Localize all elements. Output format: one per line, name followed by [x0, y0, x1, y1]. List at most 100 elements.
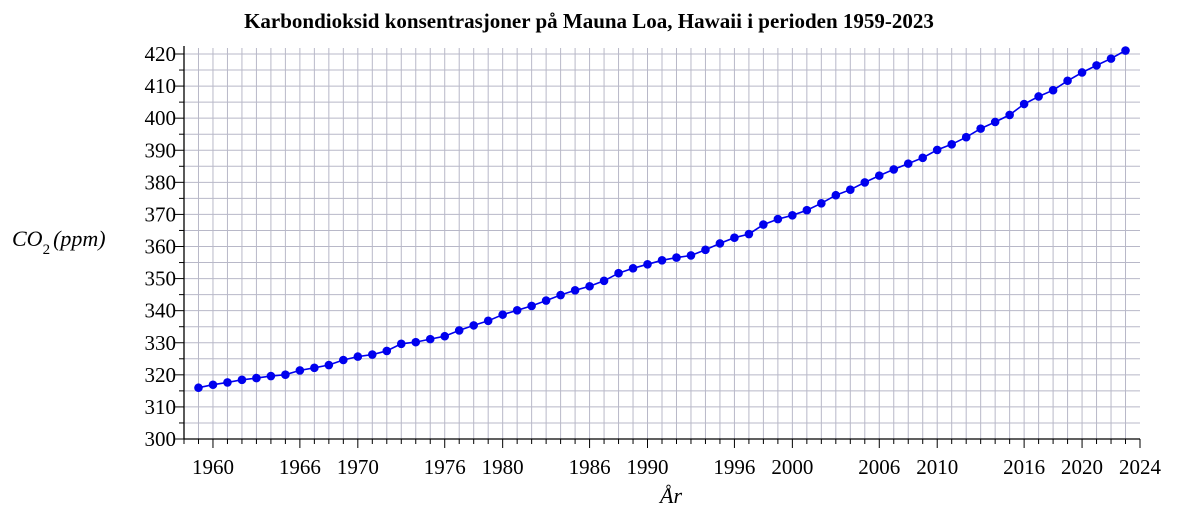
x-tick-label-1980: 1980	[482, 455, 524, 479]
data-point-1975	[425, 334, 435, 344]
x-tick-label-1990: 1990	[627, 455, 669, 479]
data-point-1993	[686, 251, 696, 260]
data-point-2009	[918, 153, 928, 163]
data-point-1978	[469, 321, 478, 330]
y-tick-label-340: 340	[145, 299, 177, 323]
x-tick-label-2010: 2010	[916, 455, 958, 479]
data-point-1970	[353, 352, 363, 361]
data-point-1969	[339, 355, 348, 365]
data-point-1984	[556, 290, 565, 300]
y-tick-label-400: 400	[145, 106, 177, 130]
data-point-1991	[657, 255, 667, 265]
x-tick-label-2024: 2024	[1119, 455, 1162, 479]
data-point-2013	[976, 124, 985, 133]
data-point-1964	[266, 371, 276, 381]
data-point-1979	[483, 316, 493, 326]
data-point-2019	[1063, 76, 1072, 86]
data-point-1963	[252, 373, 261, 383]
data-point-2010	[932, 145, 942, 155]
x-tick-label-2000: 2000	[771, 455, 813, 479]
data-point-2015	[1005, 110, 1014, 120]
data-point-1962	[237, 375, 247, 385]
data-point-1981	[512, 305, 522, 315]
data-point-1980	[498, 310, 507, 319]
data-point-2020	[1077, 68, 1087, 77]
data-point-1967	[310, 363, 319, 373]
x-tick-label-1976: 1976	[424, 455, 466, 479]
data-point-1974	[411, 337, 421, 347]
y-axis-label-main: CO	[12, 226, 43, 251]
data-point-1961	[223, 378, 232, 387]
y-axis-label-subscript: 2	[43, 242, 51, 258]
data-point-2001	[802, 205, 812, 215]
y-tick-label-320: 320	[145, 363, 177, 387]
axes	[175, 46, 1141, 448]
data-point-1986	[585, 281, 594, 291]
data-point-2016	[1019, 99, 1029, 109]
data-point-2011	[947, 140, 956, 149]
y-tick-label-330: 330	[145, 331, 177, 355]
x-tick-label-1960: 1960	[192, 455, 234, 479]
x-tick-labels: 1960 1966 1970 1976 1980 1986 1990 1996 2000 2006…	[192, 455, 1162, 479]
y-tick-label-390: 390	[145, 138, 177, 162]
data-point-2017	[1034, 92, 1043, 101]
data-point-2000	[788, 211, 797, 220]
data-point-1987	[599, 276, 609, 286]
data-point-1994	[701, 245, 710, 255]
y-tick-label-350: 350	[145, 267, 177, 291]
data-point-1998	[759, 220, 768, 229]
data-point-2018	[1048, 85, 1058, 95]
x-axis-label: År	[658, 483, 682, 508]
data-point-1972	[382, 346, 392, 356]
data-point-2021	[1092, 61, 1101, 70]
data-point-1989	[628, 264, 638, 273]
y-tick-label-380: 380	[145, 170, 177, 194]
data-point-1988	[614, 268, 623, 278]
data-point-1990	[643, 260, 652, 269]
y-axis-label: CO2 (ppm)	[12, 226, 106, 258]
data-point-2007	[889, 165, 899, 174]
x-tick-label-1996: 1996	[713, 455, 755, 479]
data-point-1960	[208, 380, 218, 390]
data-point-1976	[440, 331, 450, 341]
data-point-1977	[454, 326, 464, 335]
y-tick-label-410: 410	[145, 74, 177, 98]
data-point-1985	[570, 285, 580, 295]
data-point-1968	[324, 360, 334, 370]
y-tick-label-370: 370	[145, 202, 177, 226]
y-tick-labels: 300 310 320 330 340 350 360 370 380 390 400 410 420	[145, 42, 177, 451]
data-point-2012	[961, 132, 971, 142]
data-point-1966	[295, 366, 305, 375]
x-tick-label-2020: 2020	[1061, 455, 1103, 479]
y-tick-label-300: 300	[145, 427, 177, 451]
data-point-1999	[773, 214, 783, 224]
data-point-2006	[874, 171, 884, 180]
data-point-1996	[730, 233, 739, 243]
grid	[184, 48, 1140, 439]
x-tick-label-2016: 2016	[1003, 455, 1045, 479]
y-tick-label-420: 420	[145, 42, 177, 66]
chart-title: Karbondioksid konsentrasjoner på Mauna L…	[244, 9, 934, 33]
data-point-2003	[831, 190, 841, 200]
x-tick-label-1970: 1970	[337, 455, 379, 479]
data-point-2014	[990, 117, 1000, 127]
data-point-1971	[368, 350, 377, 359]
data-point-1959	[194, 383, 203, 393]
data-point-1982	[527, 301, 536, 311]
y-tick-label-310: 310	[145, 395, 177, 419]
data-point-2022	[1106, 54, 1116, 63]
data-point-1992	[672, 253, 681, 262]
data-point-1973	[396, 339, 406, 349]
data-point-1995	[715, 239, 725, 248]
series-co2	[194, 46, 1130, 393]
data-point-2002	[817, 199, 826, 208]
data-point-1983	[541, 296, 551, 305]
data-point-2005	[860, 178, 870, 187]
data-point-1997	[744, 229, 754, 239]
data-point-1965	[281, 370, 290, 380]
x-tick-label-1986: 1986	[569, 455, 611, 479]
data-point-2023	[1121, 46, 1130, 55]
data-point-2008	[903, 159, 913, 168]
y-tick-label-360: 360	[145, 235, 177, 259]
